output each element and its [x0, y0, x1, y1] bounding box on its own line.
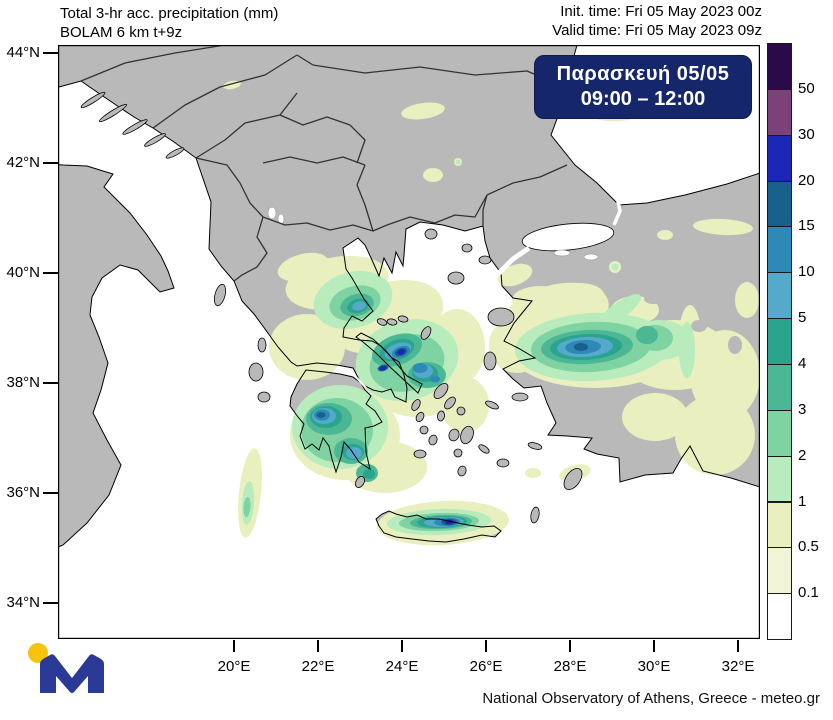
lon-label-22E: 22°E [301, 658, 335, 675]
chart-title: Total 3-hr acc. precipitation (mm) BOLAM… [60, 4, 278, 42]
islands-layer [80, 91, 583, 524]
colorbar-block [767, 593, 792, 641]
colorbar-block [767, 363, 792, 411]
lat-label-34N: 34°N [6, 594, 40, 611]
colorbar-level-10: 10 [798, 263, 815, 281]
colorbar-block [767, 272, 792, 320]
colorbar-block [767, 455, 792, 503]
lat-tick [43, 382, 58, 384]
colorbar-level-15: 15 [798, 217, 815, 235]
lat-label-40N: 40°N [6, 264, 40, 281]
lat-tick [43, 492, 58, 494]
colorbar-block [767, 43, 792, 90]
lat-tick [43, 162, 58, 164]
lon-tick [653, 640, 655, 652]
meteo-logo: Meteo Όλα για τον καιρό [25, 638, 195, 708]
lat-tick [43, 272, 58, 274]
lon-tick [233, 640, 235, 652]
precipitation-layer [223, 80, 760, 546]
lon-label-28E: 28°E [553, 658, 587, 675]
title-line-2: BOLAM 6 km t+9z [60, 24, 183, 41]
lat-tick [43, 602, 58, 604]
colorbar-level-30: 30 [798, 125, 815, 143]
lat-tick [43, 52, 58, 54]
lon-tick [569, 640, 571, 652]
meteo-logo-mark [28, 643, 104, 693]
lon-label-20E: 20°E [217, 658, 251, 675]
sea-of-marmara [521, 222, 615, 252]
lon-tick [317, 640, 319, 652]
colorbar-block [767, 318, 792, 365]
colorbar-level-3: 3 [798, 400, 807, 418]
colorbar-block [767, 88, 792, 136]
lon-label-24E: 24°E [385, 658, 419, 675]
colorbar-level-20: 20 [798, 171, 815, 189]
lon-tick [401, 640, 403, 652]
map-canvas [58, 45, 760, 639]
corinth-canal [356, 377, 367, 389]
inland-water-layer [267, 196, 622, 389]
lon-tick [737, 640, 739, 652]
lon-label-30E: 30°E [637, 658, 671, 675]
lat-label-38N: 38°N [6, 374, 40, 391]
lake [553, 249, 571, 257]
valid-time: Valid time: Fri 05 May 2023 09z [552, 22, 762, 39]
lake [267, 206, 277, 220]
colorbar-block [767, 547, 792, 595]
attribution-text: National Observatory of Athens, Greece -… [482, 690, 820, 707]
logo-sun-icon [28, 643, 48, 663]
plot-frame [58, 45, 760, 639]
italy-landmass [58, 164, 174, 548]
country-borders-layer [80, 45, 568, 282]
logo-m-icon [40, 654, 104, 693]
lat-label-42N: 42°N [6, 154, 40, 171]
forecast-period-box: Παρασκευή 05/05 09:00 – 12:00 [534, 55, 752, 119]
colorbar-block [767, 134, 792, 182]
lat-label-44N: 44°N [6, 44, 40, 61]
title-line-1: Total 3-hr acc. precipitation (mm) [60, 5, 279, 22]
colorbar-level-50: 50 [798, 79, 815, 97]
lon-label-32E: 32°E [721, 658, 755, 675]
colorbar-block [767, 226, 792, 274]
colorbar-level-2: 2 [798, 446, 807, 464]
lake [583, 253, 599, 261]
colorbar-level-0.5: 0.5 [798, 538, 819, 556]
lat-label-36N: 36°N [6, 484, 40, 501]
colorbar-block [767, 409, 792, 457]
forecast-day-label: Παρασκευή 05/05 [556, 63, 730, 85]
bosphorus-strait [612, 196, 622, 226]
lon-tick [485, 640, 487, 652]
run-times: Init. time: Fri 05 May 2023 00z Valid ti… [552, 2, 762, 40]
colorbar-level-0.1: 0.1 [798, 584, 819, 602]
forecast-hours-label: 09:00 – 12:00 [580, 88, 706, 110]
coastline-layer [58, 45, 760, 548]
colorbar-level-1: 1 [798, 492, 807, 510]
colorbar-level-4: 4 [798, 354, 807, 372]
colorbar-block [767, 180, 792, 228]
colorbar-level-5: 5 [798, 309, 807, 327]
lon-label-26E: 26°E [469, 658, 503, 675]
colorbar-block [767, 501, 792, 549]
init-time: Init. time: Fri 05 May 2023 00z [560, 3, 762, 20]
dardanelles-strait [493, 245, 531, 279]
